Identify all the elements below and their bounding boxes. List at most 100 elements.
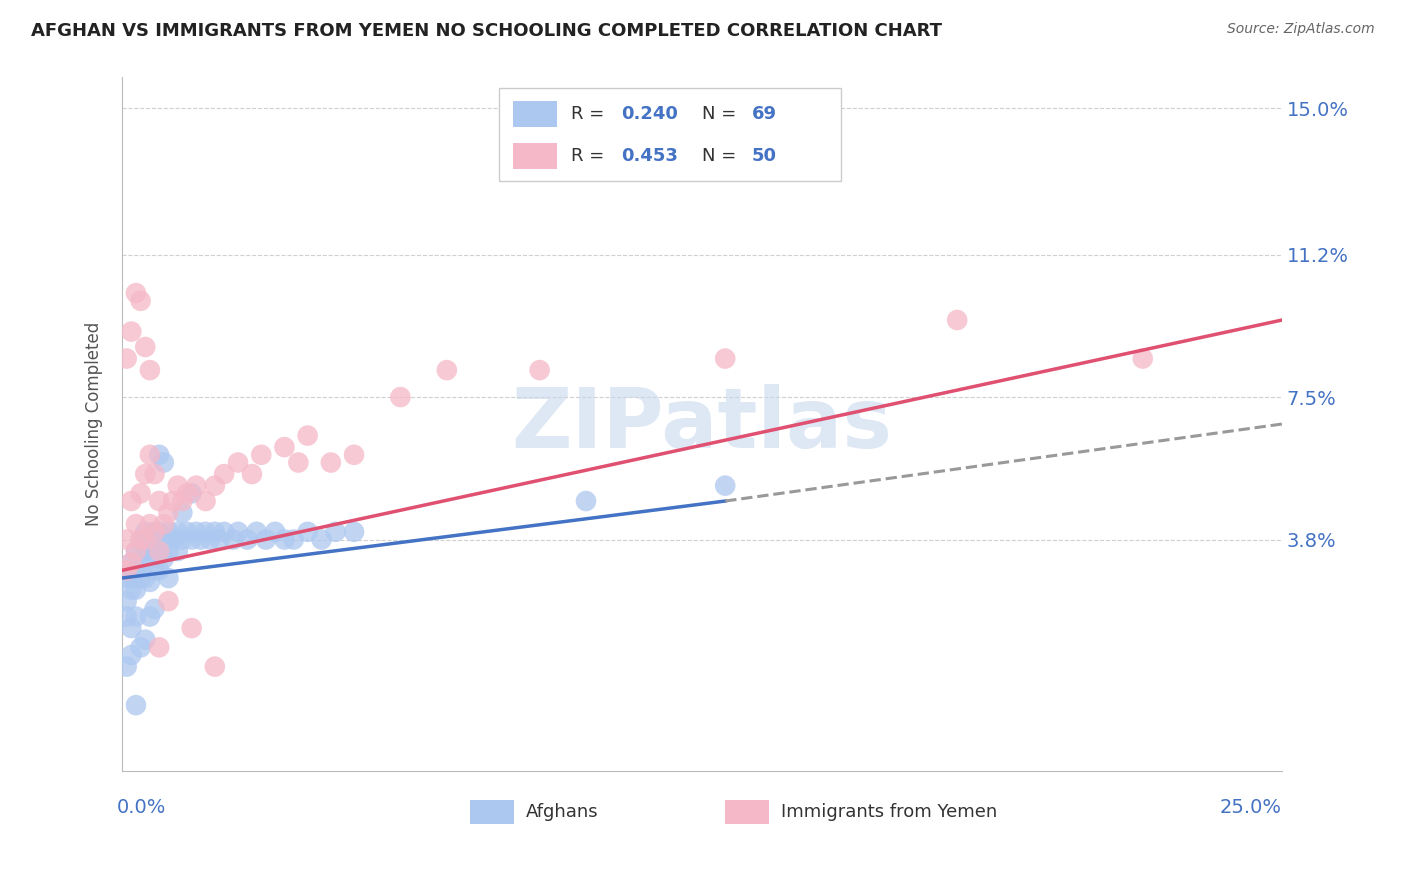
Point	[148, 524, 170, 539]
Text: ZIPatlas: ZIPatlas	[512, 384, 893, 465]
Point	[125, 544, 148, 558]
Text: 0.240: 0.240	[621, 105, 678, 123]
Point	[172, 506, 194, 520]
Point	[236, 533, 259, 547]
Point	[139, 574, 162, 589]
Point	[129, 293, 152, 308]
FancyBboxPatch shape	[499, 87, 841, 181]
Point	[143, 524, 166, 539]
Point	[139, 551, 162, 566]
Point	[143, 544, 166, 558]
Point	[143, 563, 166, 577]
Point	[134, 340, 156, 354]
Point	[529, 363, 551, 377]
Point	[134, 467, 156, 481]
Point	[343, 448, 366, 462]
FancyBboxPatch shape	[513, 143, 557, 169]
Point	[264, 524, 287, 539]
Point	[129, 556, 152, 570]
Point	[120, 556, 142, 570]
Point	[143, 602, 166, 616]
Point	[134, 524, 156, 539]
Point	[120, 556, 142, 570]
Point	[389, 390, 412, 404]
Point	[120, 571, 142, 585]
Point	[139, 533, 162, 547]
Point	[115, 594, 138, 608]
Point	[226, 524, 249, 539]
Point	[148, 494, 170, 508]
Point	[287, 456, 309, 470]
Text: 0.453: 0.453	[621, 147, 678, 165]
Point	[139, 363, 162, 377]
Point	[212, 524, 235, 539]
Y-axis label: No Schooling Completed: No Schooling Completed	[86, 322, 103, 526]
Point	[1132, 351, 1154, 366]
Text: R =: R =	[571, 147, 610, 165]
Point	[186, 524, 208, 539]
Point	[129, 486, 152, 500]
Point	[162, 533, 184, 547]
Text: N =: N =	[702, 147, 742, 165]
Point	[204, 478, 226, 492]
Point	[194, 524, 217, 539]
Point	[115, 571, 138, 585]
Point	[125, 698, 148, 713]
Point	[575, 494, 598, 508]
Point	[250, 448, 273, 462]
Point	[180, 533, 202, 547]
Point	[120, 621, 142, 635]
Point	[115, 659, 138, 673]
Point	[273, 440, 295, 454]
Point	[129, 571, 152, 585]
Text: 25.0%: 25.0%	[1220, 798, 1282, 817]
Point	[139, 609, 162, 624]
Point	[148, 544, 170, 558]
Point	[226, 456, 249, 470]
Text: Immigrants from Yemen: Immigrants from Yemen	[780, 803, 997, 822]
Point	[115, 533, 138, 547]
Point	[166, 544, 188, 558]
Point	[143, 524, 166, 539]
Point	[166, 524, 188, 539]
Point	[186, 478, 208, 492]
Point	[148, 563, 170, 577]
Text: R =: R =	[571, 105, 610, 123]
Point	[139, 517, 162, 532]
Point	[129, 533, 152, 547]
Point	[148, 448, 170, 462]
Point	[125, 286, 148, 301]
Point	[200, 533, 222, 547]
Point	[172, 533, 194, 547]
Point	[157, 506, 180, 520]
Point	[125, 609, 148, 624]
Point	[194, 494, 217, 508]
Point	[297, 428, 319, 442]
Point	[222, 533, 245, 547]
Point	[714, 351, 737, 366]
Point	[273, 533, 295, 547]
Point	[157, 524, 180, 539]
Point	[148, 640, 170, 655]
Point	[297, 524, 319, 539]
Point	[325, 524, 347, 539]
Point	[134, 632, 156, 647]
Point	[246, 524, 269, 539]
Point	[115, 563, 138, 577]
FancyBboxPatch shape	[470, 800, 515, 824]
Point	[115, 609, 138, 624]
Point	[343, 524, 366, 539]
Point	[208, 533, 231, 547]
Point	[176, 524, 198, 539]
Point	[134, 571, 156, 585]
Point	[153, 456, 176, 470]
Point	[212, 467, 235, 481]
Point	[120, 494, 142, 508]
Point	[283, 533, 305, 547]
Text: 69: 69	[752, 105, 778, 123]
Point	[153, 533, 176, 547]
Point	[120, 648, 142, 662]
Point	[319, 456, 342, 470]
Point	[115, 351, 138, 366]
Point	[143, 467, 166, 481]
